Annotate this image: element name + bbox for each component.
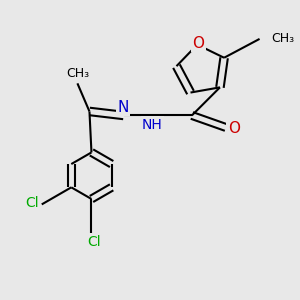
Text: CH₃: CH₃: [272, 32, 295, 45]
Text: Cl: Cl: [26, 196, 39, 210]
Text: NH: NH: [142, 118, 163, 132]
Text: CH₃: CH₃: [66, 68, 89, 80]
Text: O: O: [193, 36, 205, 51]
Text: Cl: Cl: [87, 236, 101, 250]
Text: O: O: [228, 122, 240, 136]
Text: N: N: [117, 100, 129, 115]
